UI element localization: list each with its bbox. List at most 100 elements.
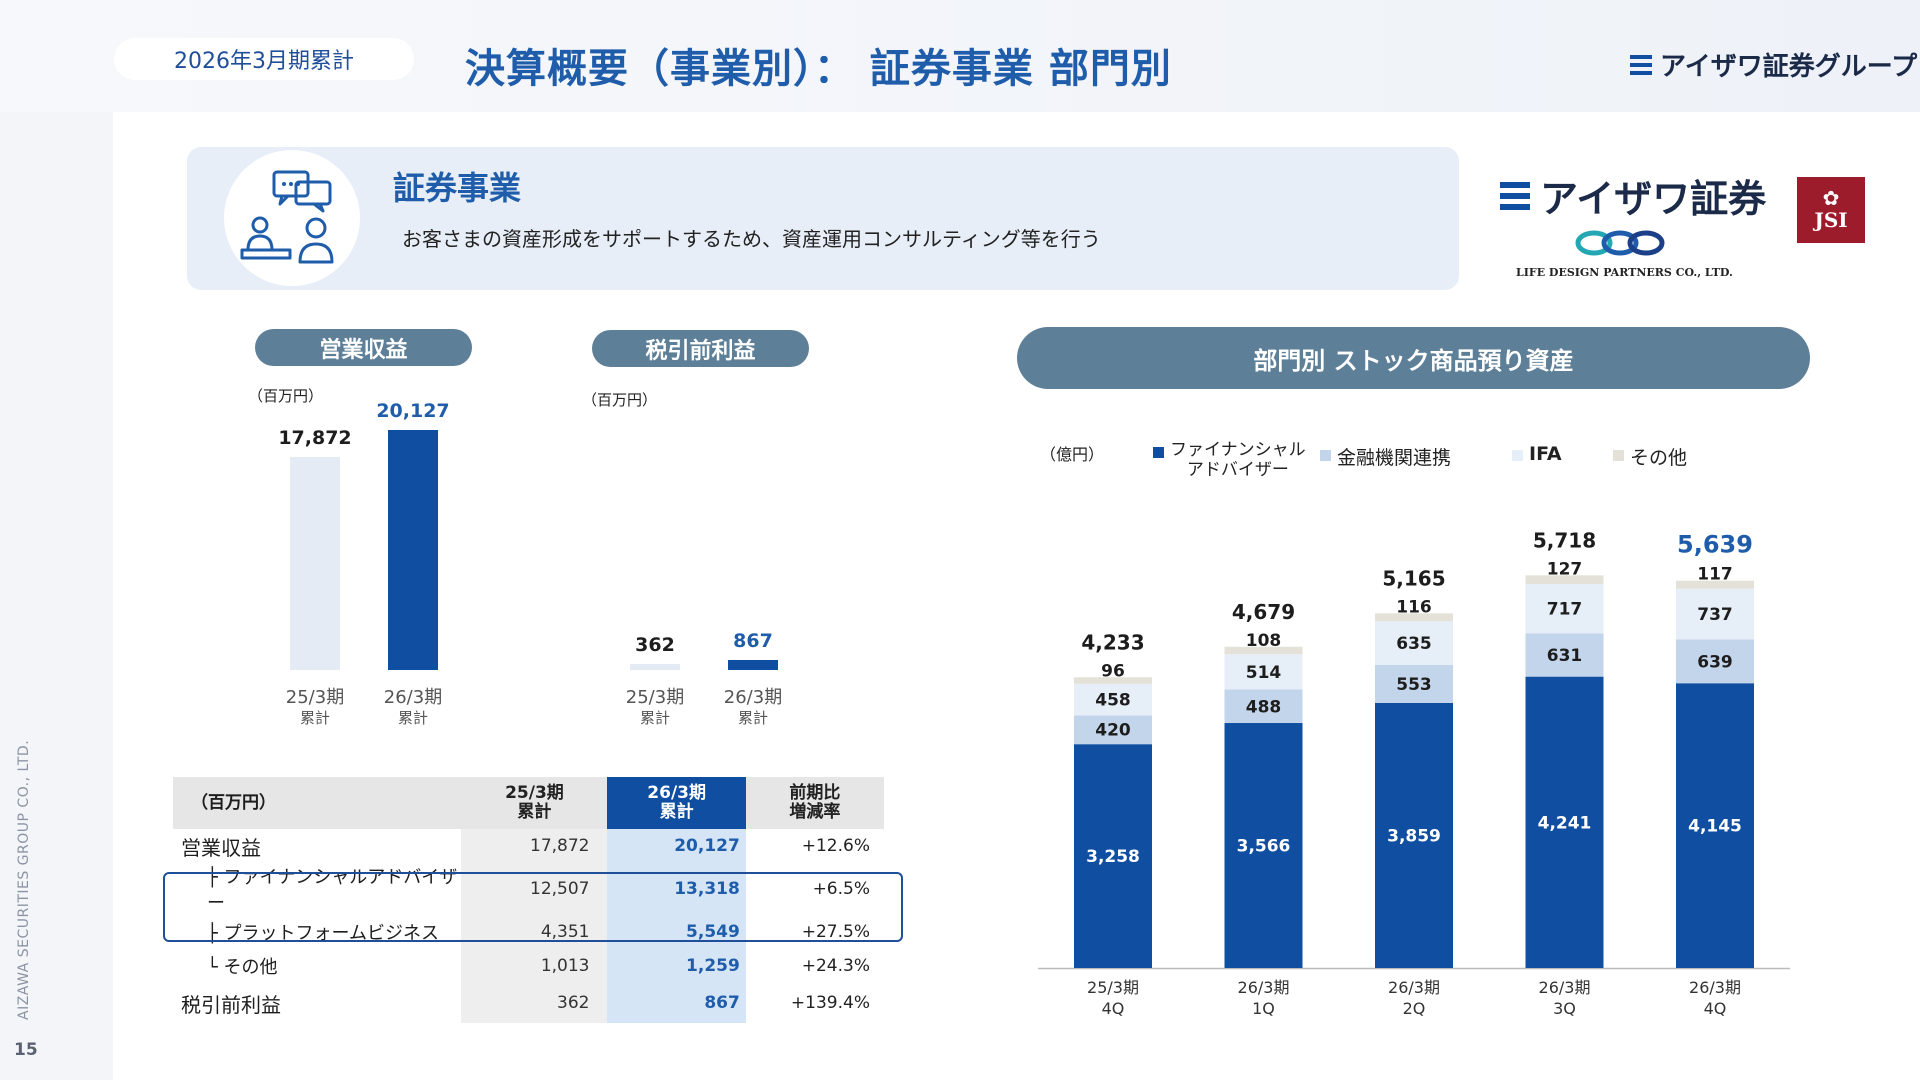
logo-bars-icon (1500, 181, 1530, 210)
value-change: +12.6% (801, 836, 870, 856)
revenue-bar (290, 456, 340, 670)
header-curr: 26/3期 累計 (607, 777, 746, 829)
category-label: 25/3期 (1087, 978, 1139, 997)
value-change: +27.5% (801, 922, 870, 942)
segment-1 (1074, 715, 1152, 745)
group-logo-text: アイザワ証券グループ (1660, 52, 1918, 82)
segment-2 (1676, 588, 1754, 640)
total-label: 4,679 (1232, 600, 1295, 624)
revenue-unit: （百万円） (248, 387, 324, 405)
segment-0 (1074, 744, 1152, 968)
segment-label: 4,145 (1688, 817, 1742, 837)
table-row: 営業収益 17,872 20,127 +12.6% (173, 829, 884, 863)
segment-label: 108 (1246, 631, 1282, 651)
legend-label: アドバイザー (1186, 460, 1289, 480)
pbt-unit: （百万円） (582, 391, 658, 409)
revenue-bar (388, 430, 438, 670)
logo-bars-icon (1630, 54, 1652, 75)
page-title: 決算概要（事業別）： 証券事業 部門別 (465, 46, 1172, 92)
pbt-category-label: 25/3期 累計 (625, 687, 685, 728)
jsi-flower-icon: ✿ (1822, 186, 1840, 210)
category-label: 1Q (1252, 999, 1275, 1018)
legend-label: IFA (1529, 443, 1562, 465)
segment-1 (1224, 689, 1303, 724)
total-label: 4,233 (1081, 630, 1144, 654)
value-prev: 4,351 (461, 915, 608, 949)
ldp-logo-icon (1572, 228, 1668, 262)
category-label: 2Q (1403, 999, 1426, 1018)
jsi-logo-text: JSI (1814, 208, 1848, 232)
category-label: 26/3期 (1238, 978, 1290, 997)
segment-label: 717 (1547, 600, 1583, 620)
segment-label: 117 (1697, 565, 1733, 585)
legend-label: 金融機関連携 (1337, 447, 1452, 469)
revenue-chart: 17,872 25/3期 累計 20,127 26/3期 累計 (250, 400, 490, 740)
stock-pill: 部門別 ストック商品預り資産 (1017, 327, 1810, 389)
segment-2 (1525, 584, 1604, 634)
segment-3 (1224, 646, 1303, 655)
segment-label: 514 (1246, 663, 1282, 683)
legend-item-other: その他 (1613, 443, 1687, 470)
page-number: 15 (14, 1040, 38, 1060)
category-label: 3Q (1553, 999, 1576, 1018)
segment-3 (1676, 580, 1754, 589)
group-logo: アイザワ証券グループ (1630, 46, 1917, 83)
pbt-pill: 税引前利益 (592, 330, 809, 367)
revenue-pill: 営業収益 (255, 329, 472, 366)
legend-item-ifa: IFA (1512, 443, 1562, 465)
legend-swatch (1613, 450, 1624, 461)
header-change: 前期比 増減率 (745, 777, 884, 829)
value-prev: 12,507 (461, 863, 608, 915)
aizawa-logo-text: アイザワ証券 (1540, 177, 1767, 221)
legend-swatch (1153, 447, 1164, 458)
segment-label: 635 (1396, 634, 1432, 654)
segment-label: 737 (1697, 605, 1733, 625)
total-label: 5,718 (1533, 528, 1596, 552)
value-curr: 867 (607, 983, 746, 1023)
pbt-bar (728, 659, 778, 670)
total-label: 5,639 (1677, 531, 1753, 559)
period-badge: 2026年3月期累計 (114, 38, 414, 80)
company-name: AIZAWA SECURITIES GROUP CO., LTD. (16, 739, 32, 1020)
revenue-category-label: 26/3期 累計 (383, 687, 443, 728)
segment-0 (1676, 683, 1754, 968)
table-row: 税引前利益 362 867 +139.4% (173, 983, 884, 1023)
segment-label: 553 (1396, 675, 1432, 695)
value-change: +6.5% (812, 879, 870, 899)
revenue-value-label: 17,872 (278, 426, 352, 449)
row-label: ├ プラットフォームビジネス (207, 923, 440, 944)
legend-label: ファイナンシャル (1170, 440, 1306, 460)
value-prev: 1,013 (461, 949, 608, 983)
segment-label: 420 (1095, 721, 1131, 741)
left-margin (0, 112, 113, 1080)
legend-swatch (1320, 450, 1331, 461)
aizawa-logo: アイザワ証券 (1500, 168, 1766, 223)
segment-label: 116 (1396, 597, 1432, 617)
pbt-value-label: 867 (733, 629, 773, 652)
segment-label: 127 (1547, 559, 1583, 579)
table-unit: （百万円） (173, 777, 462, 829)
jsi-logo: ✿ JSI (1797, 177, 1865, 243)
category-label: 26/3期 (1539, 978, 1591, 997)
category-label: 26/3期 (1388, 978, 1440, 997)
segment-label: 488 (1246, 697, 1282, 717)
business-summary-box (187, 147, 1459, 290)
segment-3 (1375, 613, 1453, 622)
pbt-category-label: 26/3期 累計 (723, 687, 783, 728)
segment-0 (1375, 702, 1453, 968)
value-change: +24.3% (801, 956, 870, 976)
segment-0 (1525, 676, 1604, 968)
business-description: お客さまの資産形成をサポートするため、資産運用コンサルティング等を行う (402, 227, 1101, 251)
stock-unit: （億円） (1040, 445, 1105, 464)
segment-label: 96 (1101, 661, 1125, 681)
row-label: └ その他 (207, 957, 278, 978)
segment-3 (1074, 677, 1152, 684)
legend-swatch (1512, 450, 1523, 461)
ldp-logo-text: LIFE DESIGN PARTNERS CO., LTD. (1516, 266, 1733, 279)
segment-label: 3,258 (1086, 847, 1140, 867)
legend-item-fin: 金融機関連携 (1320, 443, 1451, 470)
row-label: 税引前利益 (181, 992, 281, 1017)
results-table: （百万円） 25/3期 累計 26/3期 累計 前期比 増減率 営業収益 17,872 2… (173, 777, 884, 1023)
category-label: 4Q (1704, 999, 1727, 1018)
total-label: 5,165 (1382, 566, 1445, 590)
